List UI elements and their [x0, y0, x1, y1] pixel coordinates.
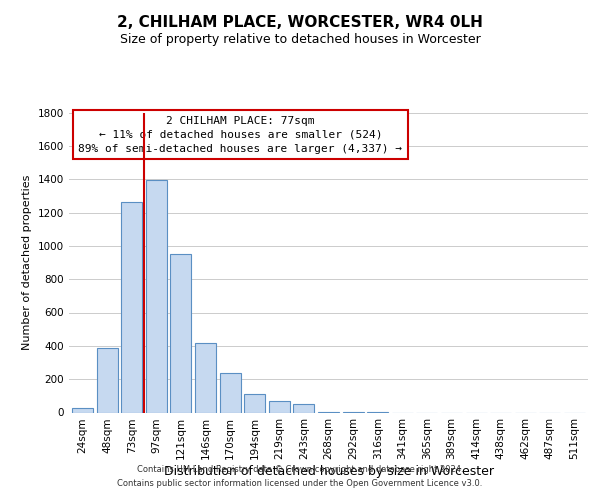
Text: Contains HM Land Registry data © Crown copyright and database right 2024.
Contai: Contains HM Land Registry data © Crown c…	[118, 466, 482, 487]
Bar	[269, 401, 290, 412]
Text: 2, CHILHAM PLACE, WORCESTER, WR4 0LH: 2, CHILHAM PLACE, WORCESTER, WR4 0LH	[117, 15, 483, 30]
Bar	[121, 202, 142, 412]
Bar	[244, 394, 265, 412]
Bar	[293, 404, 314, 412]
Text: 2 CHILHAM PLACE: 77sqm
← 11% of detached houses are smaller (524)
89% of semi-de: 2 CHILHAM PLACE: 77sqm ← 11% of detached…	[78, 116, 402, 154]
Bar	[146, 180, 167, 412]
Bar	[220, 374, 241, 412]
Bar	[97, 348, 118, 412]
Bar	[170, 254, 191, 412]
X-axis label: Distribution of detached houses by size in Worcester: Distribution of detached houses by size …	[163, 465, 493, 478]
Text: Size of property relative to detached houses in Worcester: Size of property relative to detached ho…	[119, 32, 481, 46]
Bar	[72, 408, 93, 412]
Y-axis label: Number of detached properties: Number of detached properties	[22, 175, 32, 350]
Bar	[195, 344, 216, 412]
